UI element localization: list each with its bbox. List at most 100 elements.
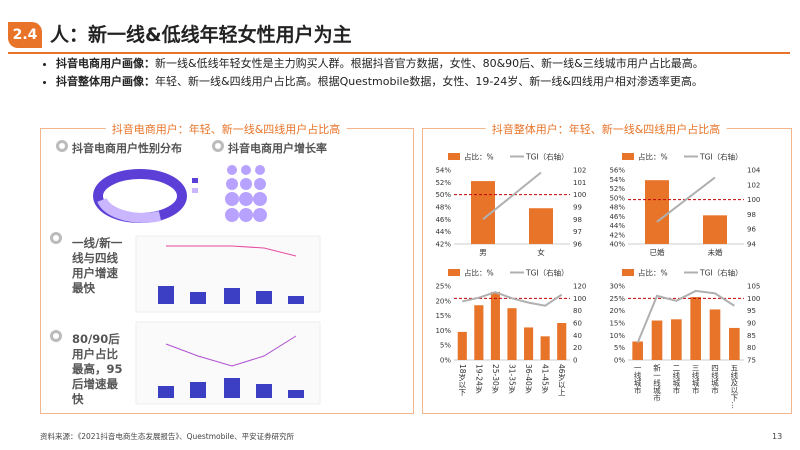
legend-label: 占比：%: [638, 152, 668, 162]
x-tick-label: 三线城市: [691, 364, 700, 395]
embedded-bars: [158, 378, 304, 398]
y2-tick-label: 96: [747, 226, 756, 234]
x-tick-label: 46岁以上: [557, 364, 566, 396]
bar: [557, 323, 567, 360]
x-tick-label: 18岁以下: [458, 364, 467, 397]
y-tick-label: 20%: [609, 307, 625, 315]
x-tick-label: 二线城市: [672, 364, 681, 395]
x-tick-label: 新一线城市: [652, 363, 661, 403]
y2-tick-label: 102: [747, 181, 760, 189]
chart: 占比：% TGI（右轴） 0% 5% 10% 15% 20% 25% 30% 75 80 85 90 95…: [609, 268, 760, 410]
y2-tick-label: 102: [573, 167, 586, 175]
y-tick-label: 42%: [609, 231, 625, 239]
x-tick-label: 31-35岁: [508, 364, 517, 394]
bar: [703, 215, 727, 244]
chart: 占比：% TGI（右轴） 40% 42%44%46%48% 50%52%54%56% 94…: [609, 152, 761, 258]
bar: [540, 336, 550, 360]
legend-label: TGI（右轴）: [525, 268, 569, 278]
y-tick-label: 52%: [435, 179, 451, 187]
x-tick-label: 男: [479, 248, 487, 257]
embedded-line: [166, 245, 297, 257]
bar: [671, 319, 682, 360]
bar: [632, 341, 643, 360]
y2-tick-label: 104: [747, 167, 761, 175]
y2-tick-label: 95: [747, 307, 756, 315]
y2-tick-label: 120: [573, 283, 586, 291]
y2-tick-label: 96: [573, 241, 582, 249]
tgi-line: [482, 171, 542, 221]
y-tick-label: 54%: [609, 176, 625, 184]
y2-tick-label: 80: [573, 307, 582, 315]
x-tick-label: 41-45岁: [541, 364, 550, 394]
legend-label: 占比：%: [638, 268, 668, 278]
y-tick-label: 15%: [609, 320, 625, 328]
y-tick-label: 0%: [440, 357, 451, 365]
legend-label: 占比：%: [464, 152, 494, 162]
y-tick-label: 50%: [435, 191, 451, 199]
y-tick-label: 20%: [435, 297, 451, 305]
tgi-line: [656, 176, 716, 223]
legend-swatch: [448, 153, 460, 160]
section-label: 抖音电商用户增长率: [228, 142, 327, 155]
x-tick-label: 36-40岁: [524, 364, 533, 394]
y2-tick-label: 100: [573, 191, 586, 199]
bubbles: [225, 165, 267, 222]
y2-tick-label: 90: [747, 320, 756, 328]
y-tick-label: 44%: [435, 228, 451, 236]
chart: 占比：% TGI（右轴） 0% 5% 10% 15% 20% 25% 0 20 40 60 80 100 1…: [435, 268, 586, 398]
y-tick-label: 25%: [435, 283, 451, 291]
bullet-text: 新一线&低线年轻女性是主力购买人群。根据抖音官方数据，女性、80&90后、新一线…: [155, 57, 704, 70]
legend-label: TGI（右轴）: [525, 152, 569, 162]
section-label: 抖音电商用户性别分布: [72, 142, 182, 155]
bar: [490, 291, 500, 360]
panel-title: 抖音整体用户：年轻、新一线&四线用户占比高: [485, 121, 727, 137]
y2-tick-label: 100: [573, 295, 586, 303]
bar: [651, 320, 663, 360]
y2-tick-label: 0: [573, 357, 577, 365]
y-tick-label: 40%: [609, 241, 625, 249]
bar: [690, 297, 701, 360]
legend-label: 占比：%: [464, 268, 494, 278]
embedded-bars: [158, 286, 304, 304]
tgi-line: [636, 289, 735, 344]
x-tick-label: 四线城市: [710, 364, 719, 396]
y2-tick-label: 98: [573, 216, 582, 224]
page-number: 13: [772, 432, 783, 441]
bullet-text: 年轻、新一线&四线用户占比高。根据Questmobile数据，女性、19-24岁…: [155, 75, 703, 88]
y2-tick-label: 98: [747, 211, 756, 219]
bullet-lead: 抖音电商用户画像：: [56, 57, 155, 70]
y-tick-label: 5%: [440, 342, 451, 350]
legend-swatch: [192, 188, 198, 193]
y2-tick-label: 100: [747, 196, 760, 204]
y-tick-label: 15%: [435, 312, 451, 320]
y-tick-label: 10%: [435, 327, 451, 335]
legend-swatch: [192, 178, 198, 183]
bar: [474, 305, 484, 360]
title-rule: [8, 52, 790, 54]
y2-tick-label: 99: [573, 204, 582, 212]
y-tick-label: 10%: [609, 332, 625, 340]
left-panel-graphics: [50, 140, 321, 405]
bullet-list: 抖音电商用户画像：新一线&低线年轻女性是主力购买人群。根据抖音官方数据，女性、8…: [40, 56, 776, 92]
y-tick-label: 54%: [435, 167, 451, 175]
y2-tick-label: 80: [747, 344, 756, 352]
bar: [524, 327, 534, 360]
gender-ring: [97, 197, 162, 223]
y2-tick-label: 94: [747, 241, 756, 249]
embedded-line: [165, 335, 297, 367]
y2-tick-label: 85: [747, 332, 756, 340]
source-note: 资料来源：《2021抖音电商生态发展报告》、Questmobile、平安证券研究…: [40, 432, 295, 441]
y-tick-label: 25%: [609, 295, 625, 303]
bullet: 抖音电商用户画像：新一线&低线年轻女性是主力购买人群。根据抖音官方数据，女性、8…: [56, 56, 776, 71]
y-tick-label: 0%: [614, 357, 625, 365]
y2-tick-label: 20: [573, 344, 582, 352]
y-tick-label: 50%: [609, 194, 625, 202]
chart: 占比：% TGI（右轴） 42% 44% 46% 48% 50% 52% 54% 96 97 98 99…: [435, 152, 586, 258]
y-tick-label: 30%: [609, 283, 625, 291]
x-tick-label: 女: [537, 247, 545, 257]
x-tick-label: 未婚: [708, 247, 723, 257]
section-icon: [59, 143, 65, 149]
y2-tick-label: 100: [747, 295, 760, 303]
tgi-line: [462, 291, 563, 307]
